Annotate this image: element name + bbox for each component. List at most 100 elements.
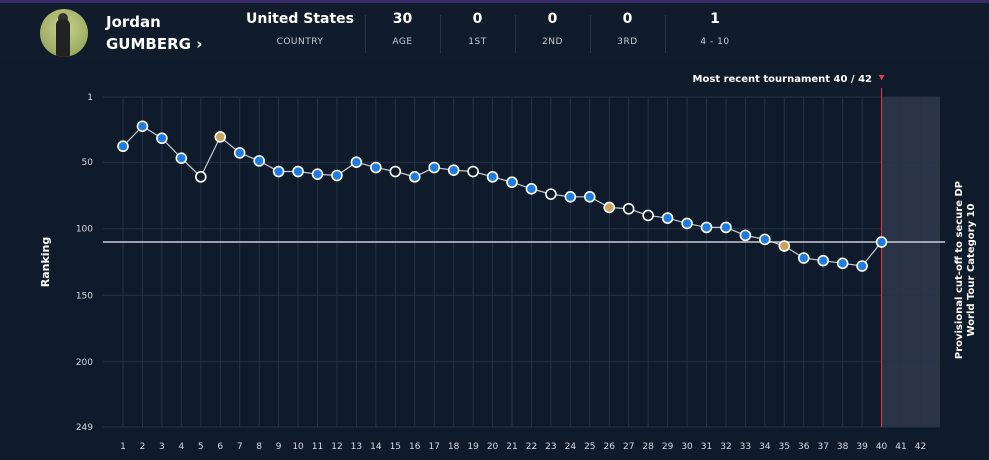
data-point-blue [233, 147, 246, 159]
data-point-blue [350, 156, 363, 169]
x-tick-label: 34 [759, 442, 771, 452]
data-point-blue [408, 171, 421, 183]
x-tick-label: 26 [604, 442, 616, 452]
data-point-gold [214, 131, 227, 143]
stat-country: United States COUNTRY [246, 11, 354, 47]
data-point-blue [836, 257, 849, 270]
y-tick-label: 150 [76, 291, 93, 301]
data-point-hollow [195, 171, 207, 183]
x-tick-label: 9 [276, 442, 282, 452]
x-tick-label: 38 [837, 442, 849, 452]
x-tick-label: 22 [526, 442, 537, 452]
player-header: Jordan GUMBERG › United States COUNTRY 30… [0, 3, 989, 58]
data-point-blue [681, 217, 693, 230]
x-tick-label: 37 [817, 442, 828, 452]
data-point-blue [720, 221, 732, 234]
y-tick-label: 100 [76, 225, 93, 235]
y-tick-label: 1 [87, 93, 93, 103]
y-axis-label: Ranking [39, 237, 52, 288]
y-tick-label: 249 [76, 423, 93, 433]
data-point-blue [428, 161, 441, 174]
chevron-right-icon: › [196, 35, 203, 53]
x-tick-label: 41 [895, 442, 906, 452]
x-tick-label: 17 [428, 442, 439, 452]
data-point-blue [817, 254, 830, 267]
x-tick-label: 33 [740, 442, 751, 452]
x-tick-label: 11 [312, 442, 323, 452]
data-point-blue [486, 171, 499, 183]
x-tick-label: 7 [237, 442, 243, 452]
data-point-blue [525, 183, 538, 195]
x-tick-label: 40 [876, 442, 888, 452]
x-tick-label: 1 [120, 442, 126, 452]
data-point-blue [856, 260, 868, 272]
x-tick-label: 36 [798, 442, 810, 452]
data-point-blue [447, 164, 460, 176]
x-tick-label: 14 [370, 442, 382, 452]
x-tick-label: 10 [292, 442, 304, 452]
data-point-blue [739, 229, 752, 242]
data-point-blue [506, 176, 518, 188]
stat-age: 30 AGE [392, 11, 413, 47]
recent-tournament-label: Most recent tournament 40 / 42 [693, 74, 872, 85]
top-accent-bar [0, 0, 989, 3]
future-region [881, 97, 940, 427]
x-tick-label: 3 [159, 442, 165, 452]
data-point-blue [564, 190, 577, 203]
data-point-blue [583, 190, 596, 203]
x-tick-label: 12 [331, 442, 342, 452]
x-tick-label: 16 [409, 442, 421, 452]
data-point-blue [759, 233, 771, 246]
data-point-gold [603, 201, 616, 214]
x-tick-label: 20 [487, 442, 499, 452]
x-tick-label: 42 [915, 442, 926, 452]
x-tick-label: 31 [701, 442, 712, 452]
x-tick-label: 15 [390, 442, 401, 452]
x-tick-label: 29 [662, 442, 674, 452]
x-tick-label: 18 [448, 442, 460, 452]
data-point-blue [175, 152, 188, 165]
x-tick-label: 28 [642, 442, 654, 452]
data-point-hollow [467, 165, 479, 178]
player-name-link[interactable]: Jordan GUMBERG › [106, 11, 202, 55]
data-point-blue [156, 132, 168, 145]
data-point-blue [875, 236, 888, 248]
x-tick-label: 32 [720, 442, 731, 452]
x-tick-label: 21 [506, 442, 517, 452]
data-point-hollow [622, 202, 635, 215]
x-tick-label: 6 [217, 442, 223, 452]
data-point-blue [272, 165, 285, 178]
data-point-blue [117, 140, 129, 153]
x-tick-label: 2 [140, 442, 146, 452]
y-tick-label: 200 [76, 358, 93, 368]
player-avatar[interactable] [40, 9, 88, 57]
x-tick-label: 19 [467, 442, 479, 452]
recent-marker-icon [878, 75, 885, 80]
data-point-blue [331, 169, 343, 182]
data-point-blue [661, 212, 674, 224]
data-point-gold [778, 240, 791, 252]
data-point-hollow [642, 209, 654, 222]
data-point-blue [292, 165, 304, 178]
cutoff-label-line2: World Tour Category 10 [966, 203, 977, 336]
data-point-blue [370, 161, 382, 174]
x-tick-label: 5 [198, 442, 204, 452]
stat-1st: 0 1ST [468, 11, 487, 47]
x-tick-label: 25 [584, 442, 595, 452]
player-first-name: Jordan [106, 13, 161, 31]
x-tick-label: 24 [565, 442, 577, 452]
x-tick-label: 30 [681, 442, 693, 452]
x-tick-label: 13 [351, 442, 362, 452]
x-tick-label: 8 [256, 442, 262, 452]
x-tick-label: 39 [856, 442, 868, 452]
player-last-name: GUMBERG [106, 35, 191, 53]
series-line [122, 125, 883, 267]
x-tick-label: 35 [779, 442, 790, 452]
x-tick-label: 27 [623, 442, 634, 452]
y-tick-label: 50 [82, 158, 94, 168]
data-point-blue [700, 221, 713, 234]
x-tick-label: 23 [545, 442, 556, 452]
data-point-blue [253, 155, 265, 167]
